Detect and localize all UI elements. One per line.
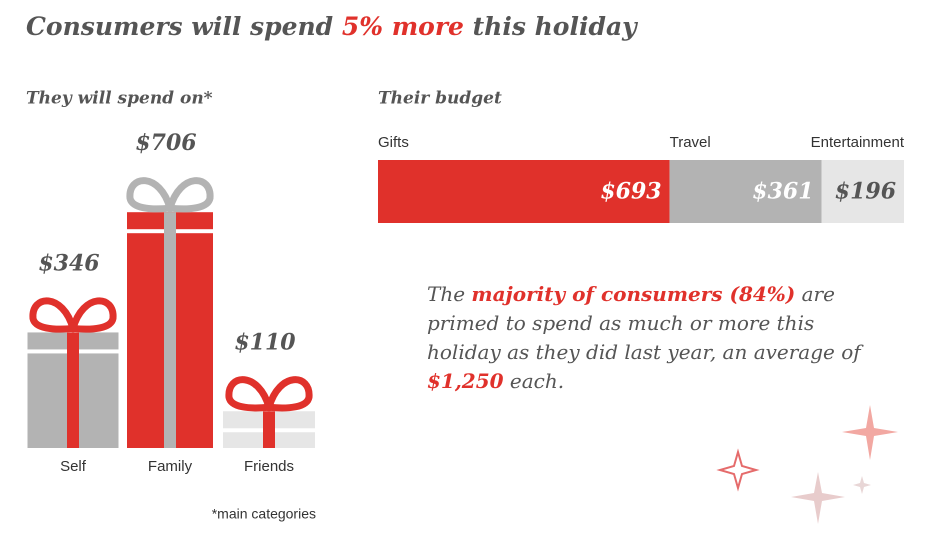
text: this holiday xyxy=(463,12,637,41)
highlight-text: majority of consumers (84%) xyxy=(471,282,796,306)
ribbon xyxy=(263,411,275,448)
category-label: Family xyxy=(148,458,193,475)
star xyxy=(791,472,845,524)
ribbon xyxy=(67,332,79,448)
star xyxy=(842,405,898,460)
footnote: *main categories xyxy=(212,506,316,522)
bow-knot xyxy=(264,401,274,412)
bow-knot xyxy=(68,322,78,333)
text: The xyxy=(427,282,472,306)
legend-label: Gifts xyxy=(378,134,409,151)
bow-loop xyxy=(69,297,117,333)
text: are primed to spend as much or more this… xyxy=(427,282,861,364)
bow-loop xyxy=(126,177,174,213)
title: Consumers will spend 5% more this holida… xyxy=(26,12,637,41)
subtitle: Their budget xyxy=(378,89,502,109)
subtitle: They will spend on* xyxy=(26,89,213,109)
bar-segment xyxy=(821,160,904,223)
category-label: Friends xyxy=(244,458,294,475)
callout: The majority of consumers (84%) are prim… xyxy=(427,280,867,396)
bow-loop xyxy=(265,376,313,412)
bow-loop xyxy=(166,177,214,213)
bow xyxy=(29,297,117,333)
decorative-stars xyxy=(716,405,898,524)
text: each. xyxy=(503,369,565,393)
bow xyxy=(225,376,313,412)
bow-knot xyxy=(165,202,175,213)
star xyxy=(716,448,760,492)
category-label: Self xyxy=(60,458,87,475)
star xyxy=(853,476,871,494)
bow-loop xyxy=(225,376,273,412)
legend-label: Entertainment xyxy=(811,134,905,151)
value-label: $706 xyxy=(135,130,196,156)
value-label: $110 xyxy=(234,329,296,355)
value-label: $196 xyxy=(835,179,896,205)
value-label: $346 xyxy=(38,250,99,276)
text: Consumers will spend xyxy=(26,12,342,41)
ribbon xyxy=(164,212,176,448)
value-label: $361 xyxy=(752,179,813,205)
legend-label: Travel xyxy=(670,134,711,151)
bar-segment xyxy=(669,160,822,223)
value-label: $693 xyxy=(600,179,661,205)
bow xyxy=(126,177,214,213)
bow-loop xyxy=(29,297,77,333)
highlight-text: $1,250 xyxy=(427,369,504,393)
bar-segment xyxy=(378,160,670,223)
highlight-text: 5% more xyxy=(341,12,464,41)
